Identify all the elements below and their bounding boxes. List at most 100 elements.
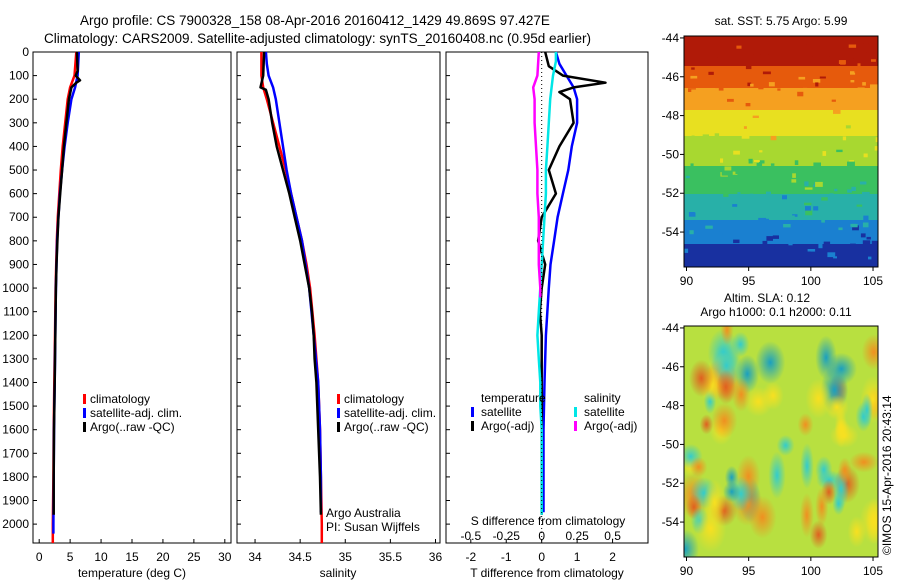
sst-speckle (815, 82, 819, 87)
sst-speckle (845, 125, 851, 129)
sst-speckle (756, 162, 763, 168)
sst-speckle (720, 205, 729, 209)
sst-speckle (870, 84, 878, 89)
y-tick-label: 1800 (2, 470, 29, 484)
sst-speckle (705, 203, 712, 207)
x-tick-label: 25 (187, 550, 201, 564)
y-tick-label: 100 (9, 69, 29, 83)
sst-band-9 (684, 244, 878, 267)
sst-speckle (812, 54, 820, 57)
sst-speckle (819, 230, 823, 233)
sla-blob (755, 341, 786, 384)
sst-speckle (851, 58, 857, 64)
map-x-tick-label: 100 (801, 274, 821, 288)
sst-speckle (688, 212, 696, 217)
sst-speckle (772, 235, 779, 239)
sst-speckle (838, 227, 843, 231)
sst-speckle (819, 76, 826, 79)
sst-speckle (833, 109, 841, 114)
sst-speckle (691, 135, 695, 139)
sst-speckle (694, 36, 702, 39)
sst-speckle (841, 172, 846, 176)
sst-speckle (821, 218, 825, 223)
sst-speckle (858, 254, 866, 260)
sst-speckle (735, 170, 742, 174)
x-tick-label: 35 (339, 550, 353, 564)
sla-blob (799, 492, 814, 538)
sst-speckle (756, 113, 761, 116)
temperature-legend: climatology satellite-adj. clim. Argo(..… (83, 392, 182, 434)
sst-speckle (770, 163, 775, 166)
sst-speckle (720, 158, 724, 163)
sst-speckle (754, 187, 759, 192)
sla-blob (768, 451, 786, 499)
sst-speckle (803, 87, 808, 91)
sst-speckle (762, 240, 768, 245)
sst-speckle (860, 233, 866, 238)
sst-speckle (752, 115, 759, 118)
sla-blob (837, 457, 852, 484)
map-y-tick-label: -46 (662, 360, 680, 374)
sst-speckle (792, 97, 797, 102)
sst-speckle (803, 251, 811, 255)
x-tick-label: 5 (67, 550, 74, 564)
sla-blob (824, 394, 849, 420)
sst-speckle (847, 161, 855, 167)
sla-blob (815, 456, 833, 484)
sst-speckle (812, 141, 818, 145)
sst-speckle (875, 137, 878, 143)
sst-speckle (847, 55, 854, 59)
sst-speckle (723, 191, 729, 197)
sla-blob (815, 335, 837, 380)
sst-speckle (854, 233, 860, 238)
sst-speckle (695, 89, 704, 92)
sst-speckle (821, 197, 828, 201)
legend-swatch-t-satellite (471, 407, 474, 417)
sst-speckle (684, 37, 689, 41)
difference-xlabel2: S difference from climatology (471, 514, 626, 528)
sst-speckle (818, 243, 823, 249)
sla-blob (720, 326, 734, 346)
credit-org: Argo Australia (326, 506, 401, 520)
legend-label-t-satellite: satellite (481, 405, 522, 419)
legend-swatch-climatology (337, 394, 340, 404)
sst-speckle (866, 167, 870, 171)
map-x-tick-label: 90 (680, 274, 694, 288)
sst-speckle (807, 152, 813, 157)
difference-legend: temperature salinity satellite Argo(-adj… (471, 391, 637, 433)
sst-speckle (822, 159, 830, 164)
x-tick-label: -2 (465, 550, 476, 564)
sst-speckle (790, 129, 796, 134)
sst-speckle (823, 241, 831, 247)
sst-speckle (851, 186, 856, 191)
sla-texture (684, 326, 878, 557)
x-tick-label: 30 (218, 550, 232, 564)
y-tick-label: 0 (22, 45, 29, 59)
sst-speckle (733, 177, 742, 182)
x-tick-label: 0 (36, 550, 43, 564)
sla-blob (744, 386, 773, 417)
sst-speckle (733, 239, 740, 244)
sst-speckle (787, 194, 793, 199)
legend-swatch-argo (337, 422, 340, 432)
sst-speckle (777, 138, 784, 143)
sst-speckle (867, 199, 875, 204)
sla-blob (748, 495, 777, 539)
y-tick-label: 1600 (2, 423, 29, 437)
sst-speckle (750, 197, 756, 202)
difference-panel (445, 51, 649, 544)
sst-speckle (862, 36, 868, 39)
sst-speckle (736, 45, 742, 49)
sst-speckle (691, 139, 698, 143)
sst-speckle (749, 193, 754, 197)
sst-speckle (819, 125, 828, 130)
sst-speckle (753, 54, 761, 59)
map-x-tick-label: 105 (863, 274, 883, 288)
sst-speckle (809, 129, 814, 133)
sst-speckle (852, 198, 857, 203)
sst-speckle (833, 256, 837, 259)
sst-speckle (763, 54, 769, 58)
difference-xlabel: T difference from climatology (470, 566, 624, 580)
sst-speckle (806, 144, 813, 148)
sst-speckle (870, 221, 877, 224)
